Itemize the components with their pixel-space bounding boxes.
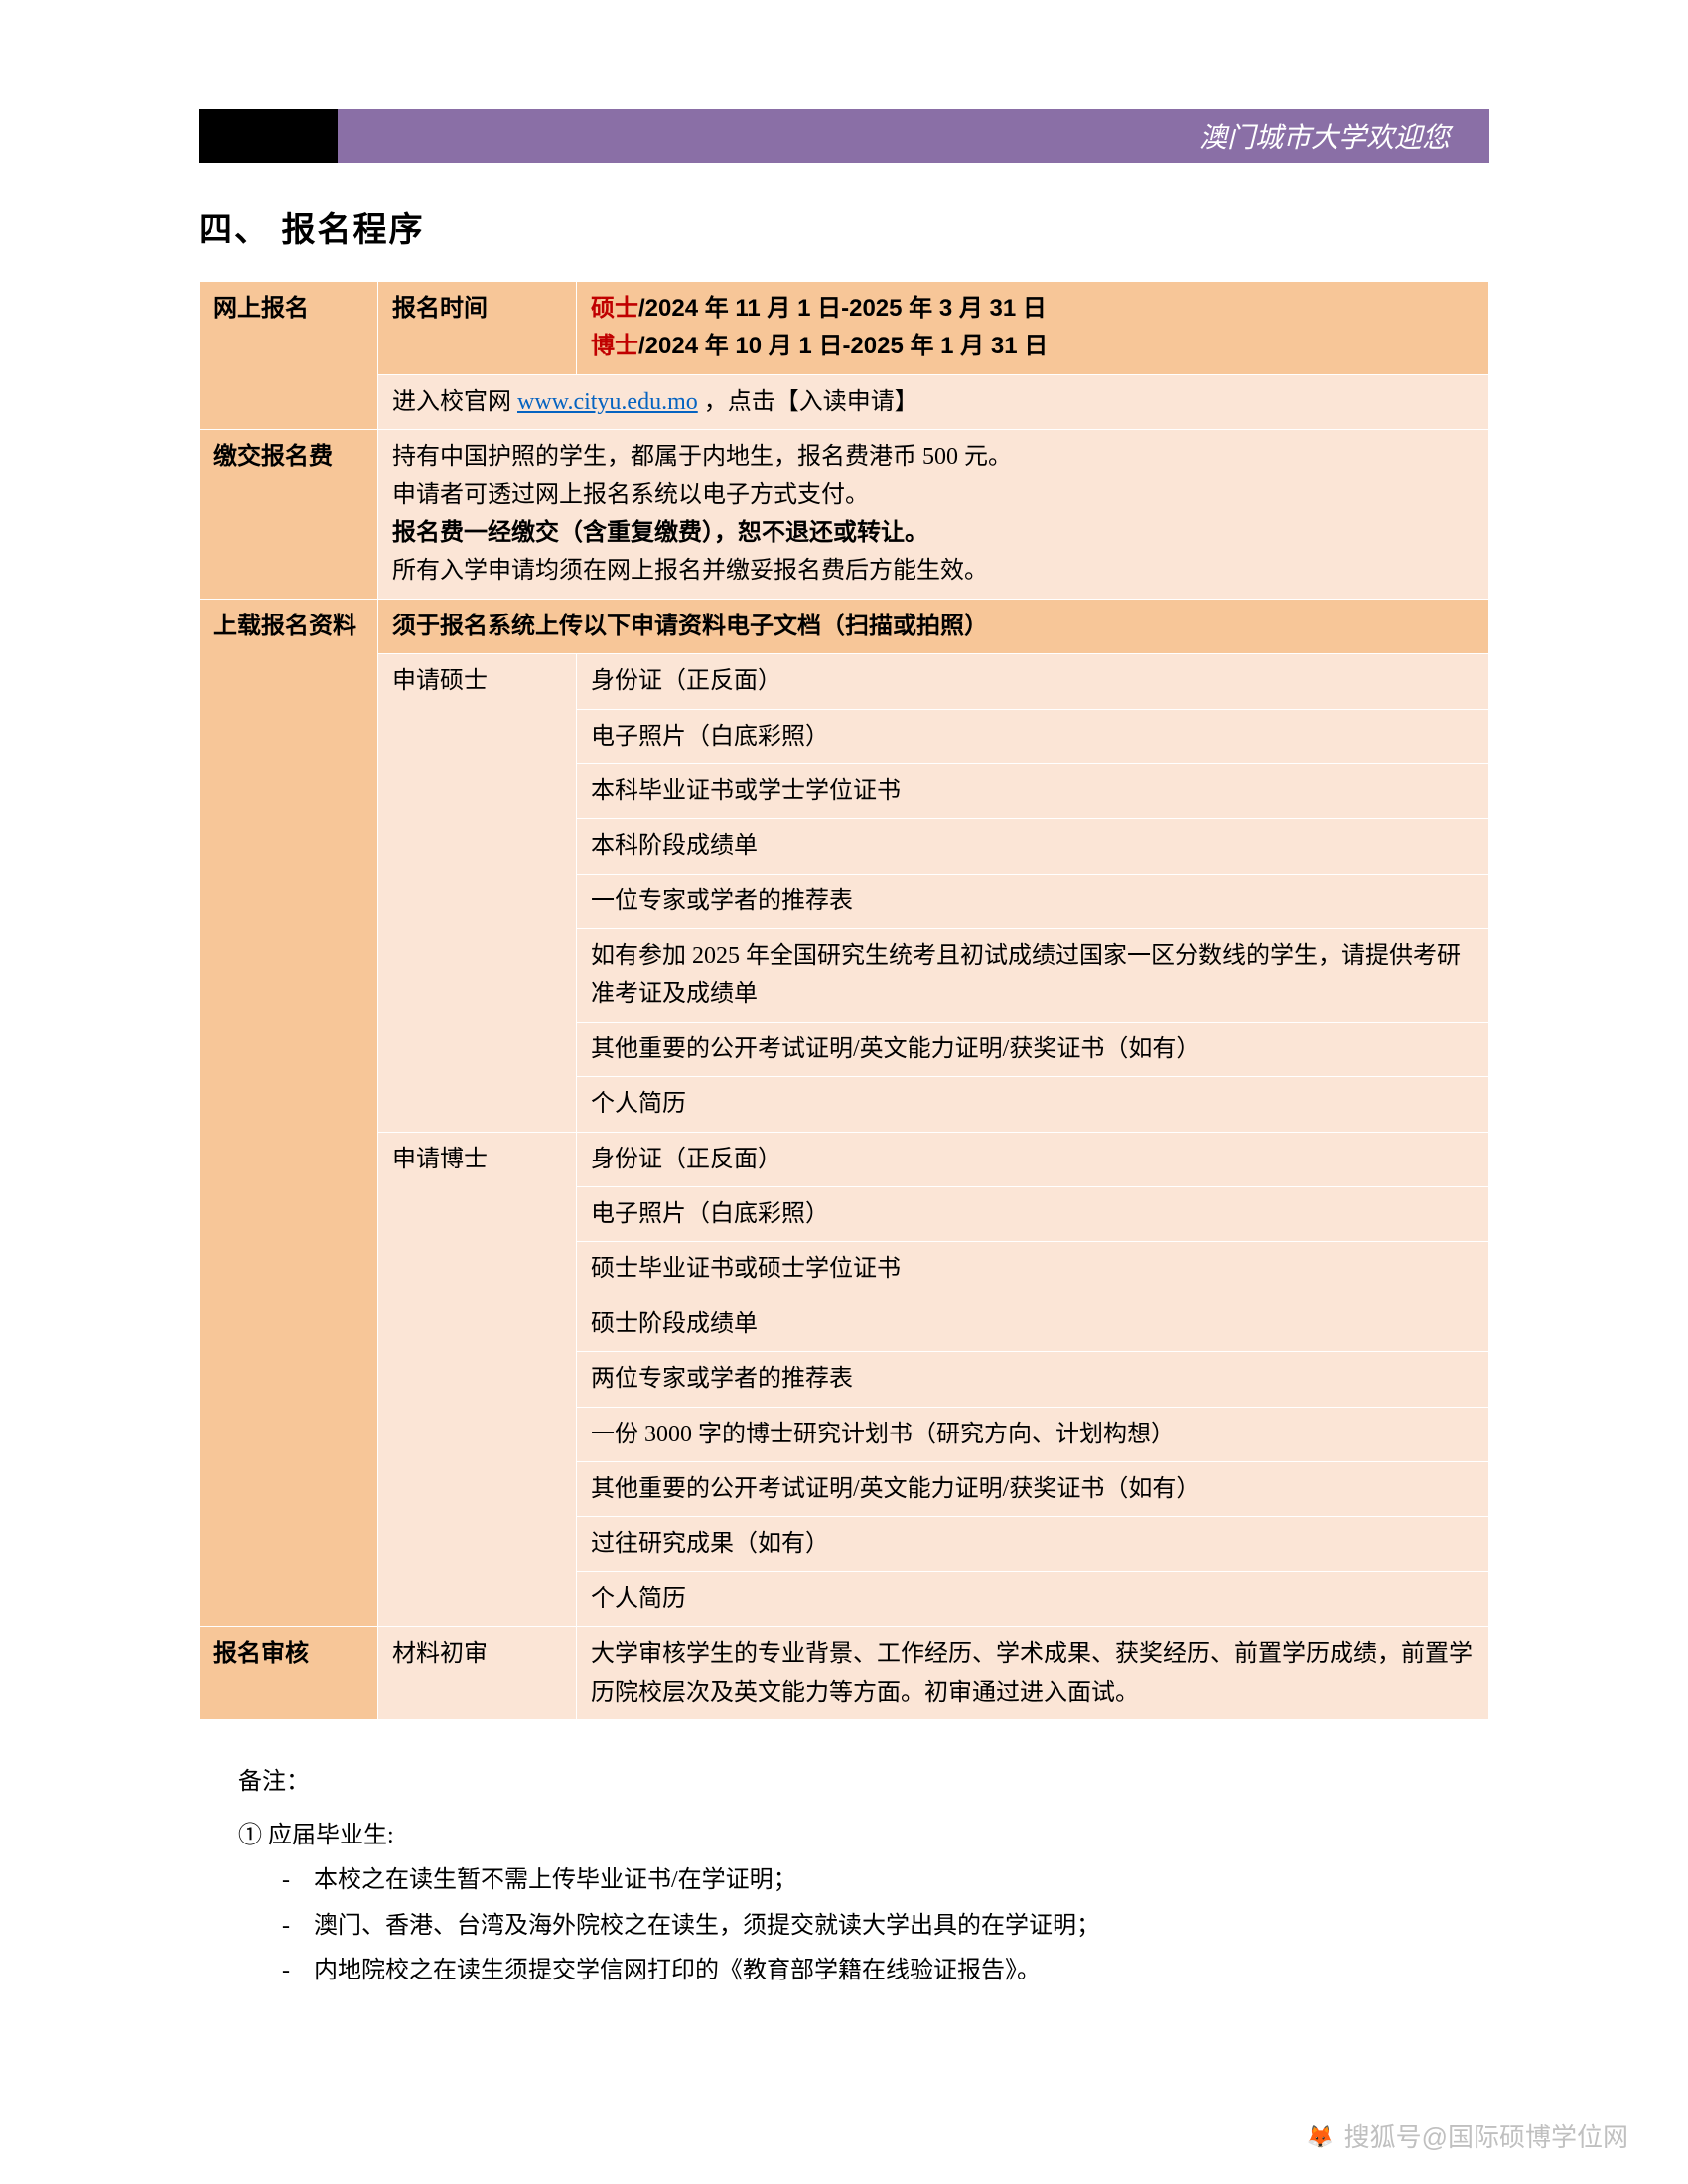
review-header: 报名审核 — [200, 1627, 378, 1720]
master-item-1: 电子照片（白底彩照） — [577, 709, 1489, 763]
master-dates: /2024 年 11 月 1 日-2025 年 3 月 31 日 — [638, 295, 1047, 322]
master-item-7: 个人简历 — [577, 1077, 1489, 1132]
watermark-suffix: @国际硕博学位网 — [1422, 2122, 1628, 2152]
note-sub-3: - 内地院校之在读生须提交学信网打印的《教育部学籍在线验证报告》。 — [238, 1949, 1489, 1994]
master-item-2: 本科毕业证书或学士学位证书 — [577, 763, 1489, 818]
phd-item-2: 硕士毕业证书或硕士学位证书 — [577, 1242, 1489, 1297]
review-content: 大学审核学生的专业背景、工作经历、学术成果、获奖经历、前置学历成绩，前置学历院校… — [577, 1627, 1489, 1720]
phd-item-5: 一份 3000 字的博士研究计划书（研究方向、计划构想） — [577, 1407, 1489, 1461]
master-item-5: 如有参加 2025 年全国研究生统考且初试成绩过国家一区分数线的学生，请提供考研… — [577, 929, 1489, 1023]
notes-title: 备注： — [238, 1760, 1489, 1806]
website-prefix: 进入校官网 — [392, 389, 517, 415]
note-sub-2: - 澳门、香港、台湾及海外院校之在读生，须提交就读大学出具的在学证明； — [238, 1904, 1489, 1950]
master-label: 硕士 — [591, 295, 638, 322]
phd-item-0: 身份证（正反面） — [577, 1132, 1489, 1186]
fee-content: 持有中国护照的学生，都属于内地生，报名费港币 500 元。 申请者可透过网上报名… — [378, 430, 1489, 600]
website-link[interactable]: www.cityu.edu.mo — [517, 389, 698, 415]
note-sub-1: - 本校之在读生暂不需上传毕业证书/在学证明； — [238, 1858, 1489, 1904]
fee-line2: 申请者可透过网上报名系统以电子方式支付。 — [392, 482, 869, 508]
header-banner: 澳门城市大学欢迎您 — [199, 109, 1489, 163]
phd-label-cell: 申请博士 — [378, 1132, 577, 1627]
phd-item-4: 两位专家或学者的推荐表 — [577, 1352, 1489, 1407]
notes-section: 备注： ① 应届毕业生: - 本校之在读生暂不需上传毕业证书/在学证明； - 澳… — [199, 1760, 1489, 1994]
master-item-6: 其他重要的公开考试证明/英文能力证明/获奖证书（如有） — [577, 1022, 1489, 1076]
fee-header: 缴交报名费 — [200, 430, 378, 600]
apply-time-label: 报名时间 — [378, 282, 577, 375]
website-row: 进入校官网 www.cityu.edu.mo ，点击【入读申请】 — [378, 374, 1489, 429]
application-table: 网上报名 报名时间 硕士/2024 年 11 月 1 日-2025 年 3 月 … — [199, 281, 1489, 1720]
phd-item-1: 电子照片（白底彩照） — [577, 1187, 1489, 1242]
phd-item-8: 个人简历 — [577, 1571, 1489, 1626]
online-apply-header: 网上报名 — [200, 282, 378, 430]
master-label-cell: 申请硕士 — [378, 654, 577, 1133]
banner-black-block — [199, 109, 338, 163]
fee-line4: 所有入学申请均须在网上报名并缴妥报名费后方能生效。 — [392, 558, 988, 584]
note-item-1: ① 应届毕业生: — [238, 1814, 1489, 1859]
apply-dates: 硕士/2024 年 11 月 1 日-2025 年 3 月 31 日 博士/20… — [577, 282, 1489, 375]
phd-label: 博士 — [591, 333, 638, 359]
master-item-0: 身份证（正反面） — [577, 654, 1489, 709]
phd-item-6: 其他重要的公开考试证明/英文能力证明/获奖证书（如有） — [577, 1461, 1489, 1516]
fee-line3: 报名费一经缴交（含重复缴费），恕不退还或转让。 — [392, 519, 928, 546]
upload-subheader: 须于报名系统上传以下申请资料电子文档（扫描或拍照） — [378, 599, 1489, 653]
phd-item-3: 硕士阶段成绩单 — [577, 1297, 1489, 1351]
website-suffix: ，点击【入读申请】 — [698, 389, 918, 415]
phd-dates: /2024 年 10 月 1 日-2025 年 1 月 31 日 — [638, 333, 1048, 359]
review-sub: 材料初审 — [378, 1627, 577, 1720]
section-title: 四、 报名程序 — [199, 203, 1489, 251]
phd-item-7: 过往研究成果（如有） — [577, 1517, 1489, 1571]
master-item-3: 本科阶段成绩单 — [577, 819, 1489, 874]
fee-line1: 持有中国护照的学生，都属于内地生，报名费港币 500 元。 — [392, 444, 1012, 470]
master-item-4: 一位专家或学者的推荐表 — [577, 874, 1489, 928]
upload-header: 上载报名资料 — [200, 599, 378, 1626]
watermark: 🦊 搜狐号@国际硕博学位网 — [1307, 2117, 1628, 2154]
watermark-prefix: 搜狐号 — [1344, 2122, 1422, 2152]
sohu-logo-icon: 🦊 — [1307, 2124, 1336, 2154]
banner-text: 澳门城市大学欢迎您 — [338, 109, 1489, 163]
